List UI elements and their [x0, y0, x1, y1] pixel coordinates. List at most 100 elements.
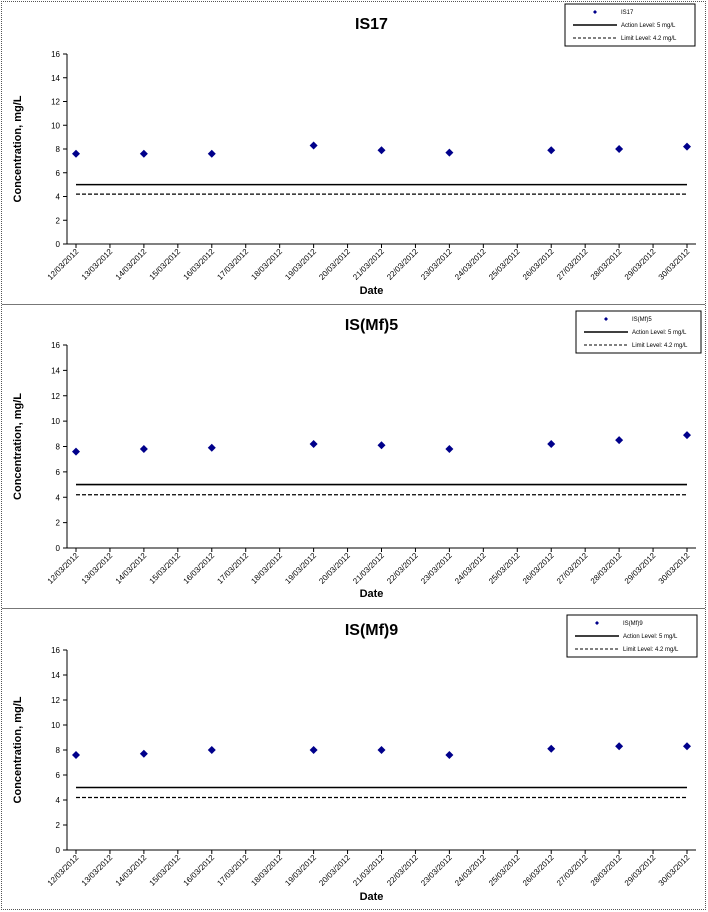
y-tick-label: 8 [56, 443, 61, 452]
y-tick-label: 16 [51, 50, 60, 59]
x-tick-label: 28/03/2012 [589, 551, 624, 586]
data-point-marker [547, 439, 556, 448]
x-tick-label: 15/03/2012 [148, 551, 183, 586]
x-tick-label: 27/03/2012 [555, 551, 590, 586]
x-tick-label: 13/03/2012 [80, 551, 115, 586]
x-axis-label: Date [360, 891, 384, 903]
x-tick-label: 12/03/2012 [46, 551, 81, 586]
legend-label: IS(Mf)9 [623, 621, 643, 627]
x-tick-label: 21/03/2012 [351, 853, 386, 888]
x-tick-label: 13/03/2012 [80, 247, 115, 282]
data-point-marker [615, 436, 624, 445]
x-tick-label: 18/03/2012 [249, 853, 284, 888]
data-point-marker [683, 742, 691, 751]
x-tick-label: 24/03/2012 [453, 853, 488, 888]
data-point-marker [309, 746, 318, 754]
x-tick-label: 24/03/2012 [453, 551, 488, 586]
x-tick-label: 24/03/2012 [453, 247, 488, 282]
data-point-marker [207, 443, 216, 452]
x-tick-label: 18/03/2012 [249, 247, 284, 282]
data-point-marker [72, 447, 80, 456]
data-point-marker [547, 744, 556, 753]
x-tick-label: 21/03/2012 [351, 551, 386, 586]
x-tick-label: 25/03/2012 [487, 853, 522, 888]
x-axis-label: Date [360, 588, 384, 600]
y-tick-label: 2 [56, 216, 61, 225]
y-tick-label: 12 [51, 696, 60, 705]
x-tick-label: 13/03/2012 [80, 853, 115, 888]
x-tick-label: 30/03/2012 [657, 247, 692, 282]
y-tick-label: 6 [56, 169, 61, 178]
x-tick-label: 12/03/2012 [46, 853, 81, 888]
data-point-marker [139, 149, 148, 158]
x-tick-label: 22/03/2012 [385, 551, 420, 586]
x-tick-label: 16/03/2012 [182, 853, 217, 888]
y-tick-label: 14 [51, 671, 60, 680]
data-point-marker [309, 439, 318, 448]
x-tick-label: 27/03/2012 [555, 853, 590, 888]
y-tick-label: 2 [56, 519, 61, 528]
y-tick-label: 16 [51, 341, 60, 350]
x-tick-label: 18/03/2012 [249, 551, 284, 586]
data-point-marker [377, 746, 386, 754]
data-point-marker [683, 142, 691, 151]
x-tick-label: 17/03/2012 [215, 551, 250, 586]
x-tick-label: 20/03/2012 [317, 551, 352, 586]
y-axis-label: Concentration, mg/L [12, 696, 24, 803]
y-tick-label: 6 [56, 468, 61, 477]
x-tick-label: 14/03/2012 [114, 853, 149, 888]
x-tick-label: 15/03/2012 [148, 853, 183, 888]
chart-title: IS17 [355, 16, 388, 33]
y-tick-label: 0 [56, 240, 61, 249]
legend-label: Action Level: 5 mg/L [632, 330, 687, 336]
chart-panel-is17: IS17 Concentration, mg/L Date 0 2 4 6 8 10 12 14 16… [2, 2, 705, 305]
data-point-marker [377, 146, 386, 155]
x-tick-label: 29/03/2012 [623, 853, 658, 888]
x-tick-label: 15/03/2012 [148, 247, 183, 282]
x-tick-label: 25/03/2012 [487, 551, 522, 586]
y-tick-label: 12 [51, 392, 60, 401]
legend: IS(Mf)9 Action Level: 5 mg/L Limit Level: … [566, 614, 698, 658]
y-tick-label: 8 [56, 746, 61, 755]
data-point-marker [683, 431, 691, 440]
y-tick-label: 16 [51, 646, 60, 655]
chart-ismf5: IS(Mf)5 Concentration, mg/L Date 0 2 4 6 8 10 12 1… [12, 310, 702, 600]
legend-label: IS(Mf)5 [632, 317, 652, 323]
data-point-marker [72, 149, 80, 158]
chart-title: IS(Mf)9 [345, 622, 398, 639]
legend-label: Limit Level: 4.2 mg/L [632, 343, 688, 349]
data-point-marker [207, 149, 216, 158]
x-tick-label: 22/03/2012 [385, 247, 420, 282]
x-tick-label: 30/03/2012 [657, 853, 692, 888]
x-tick-label: 29/03/2012 [623, 247, 658, 282]
x-tick-label: 30/03/2012 [657, 551, 692, 586]
data-point-marker [445, 148, 454, 157]
x-axis-label: Date [360, 285, 384, 297]
x-tick-label: 17/03/2012 [215, 247, 250, 282]
x-tick-label: 19/03/2012 [283, 247, 318, 282]
x-tick-label: 23/03/2012 [419, 551, 454, 586]
chart-panel-ismf9: IS(Mf)9 Concentration, mg/L Date 0 2 4 6 8 10 12 1… [2, 610, 705, 909]
x-tick-label: 19/03/2012 [283, 551, 318, 586]
y-tick-label: 0 [56, 846, 61, 855]
legend: IS17 Action Level: 5 mg/L Limit Level: 4.2… [564, 3, 696, 47]
x-tick-label: 17/03/2012 [215, 853, 250, 888]
y-tick-label: 0 [56, 544, 61, 553]
data-point-marker [72, 751, 80, 759]
data-point-marker [615, 742, 624, 751]
y-axis-label: Concentration, mg/L [12, 393, 24, 500]
legend-label: Action Level: 5 mg/L [621, 23, 676, 29]
legend-swatch-marker [595, 621, 599, 625]
x-tick-label: 23/03/2012 [419, 853, 454, 888]
x-tick-label: 16/03/2012 [182, 247, 217, 282]
y-tick-label: 6 [56, 771, 61, 780]
y-tick-label: 2 [56, 821, 61, 830]
x-tick-label: 28/03/2012 [589, 247, 624, 282]
y-tick-label: 14 [51, 74, 60, 83]
y-axis-label: Concentration, mg/L [12, 95, 24, 202]
legend: IS(Mf)5 Action Level: 5 mg/L Limit Level: … [575, 310, 702, 354]
legend-swatch-marker [593, 10, 597, 14]
y-tick-label: 10 [51, 121, 60, 130]
x-tick-label: 23/03/2012 [419, 247, 454, 282]
